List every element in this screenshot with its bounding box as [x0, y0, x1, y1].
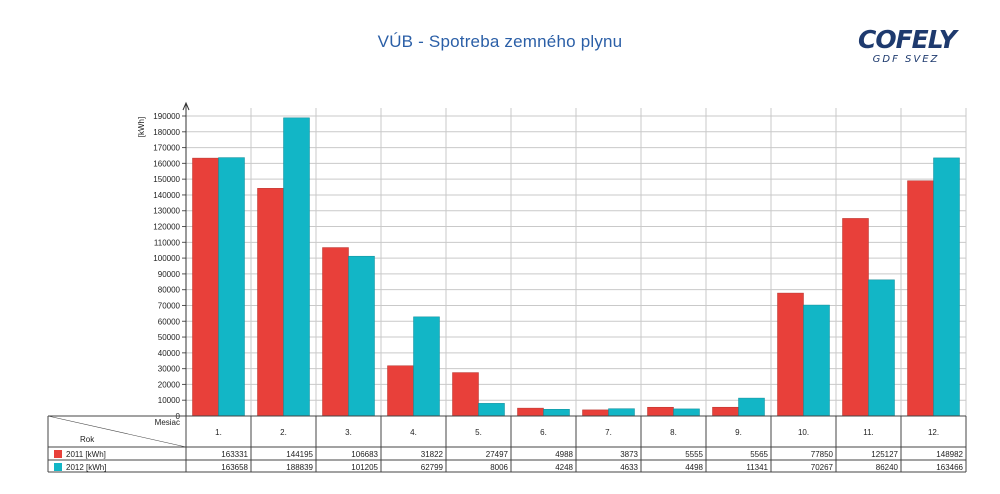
data-label: 86240	[876, 463, 899, 472]
category-label: 8.	[670, 428, 677, 437]
category-label: 7.	[605, 428, 612, 437]
y-tick-label: 70000	[158, 301, 181, 310]
y-tick-label: 40000	[158, 349, 181, 358]
y-tick-label: 140000	[153, 191, 180, 200]
bar-2012	[413, 316, 440, 417]
category-label: 4.	[410, 428, 417, 437]
bar-2011	[192, 157, 219, 417]
data-label: 5555	[685, 450, 703, 459]
data-label: 8006	[490, 463, 508, 472]
y-tick-label: 180000	[153, 128, 180, 137]
bar-2012	[608, 408, 635, 417]
category-label: 11.	[863, 428, 874, 437]
bar-2012	[543, 409, 570, 417]
bar-2011	[907, 180, 934, 417]
data-label: 101205	[351, 463, 378, 472]
y-tick-label: 90000	[158, 270, 181, 279]
bar-2012	[478, 403, 505, 417]
logo-tagline: GDF SVEZ	[872, 54, 940, 65]
category-label: 6.	[540, 428, 547, 437]
data-label: 148982	[936, 450, 963, 459]
legend-label-2011: 2011 [kWh]	[66, 450, 106, 459]
data-label: 4633	[620, 463, 638, 472]
y-tick-label: 30000	[158, 365, 181, 374]
y-tick-label: 190000	[153, 112, 180, 121]
bar-2012	[283, 117, 310, 417]
data-label: 4988	[555, 450, 573, 459]
y-tick-label: 150000	[153, 175, 180, 184]
bar-2012	[933, 157, 960, 417]
category-label: 12.	[928, 428, 939, 437]
y-tick-label: 10000	[158, 396, 181, 405]
bar-2012	[868, 279, 895, 417]
data-label: 31822	[421, 450, 444, 459]
data-label: 4498	[685, 463, 703, 472]
y-tick-label: 170000	[153, 144, 180, 153]
bar-2011	[712, 406, 739, 417]
category-label: 2.	[280, 428, 287, 437]
y-tick-label: 160000	[153, 159, 180, 168]
bar-2012	[738, 397, 765, 417]
data-label: 163658	[221, 463, 248, 472]
bar-2012	[673, 408, 700, 417]
y-tick-label: 60000	[158, 317, 181, 326]
data-label: 5565	[750, 450, 768, 459]
data-label: 163331	[221, 450, 248, 459]
data-label: 3873	[620, 450, 638, 459]
legend-swatch-2012	[54, 463, 62, 471]
bar-2011	[777, 292, 804, 417]
category-label: 1.	[215, 428, 222, 437]
data-label: 106683	[351, 450, 378, 459]
table-header-mesiac: Mesiac	[155, 418, 180, 427]
data-label: 163466	[936, 463, 963, 472]
y-axis-arrow	[182, 101, 190, 111]
bar-2011	[647, 406, 674, 417]
y-tick-label: 80000	[158, 286, 181, 295]
data-label: 4248	[555, 463, 573, 472]
table-header-diagonal	[47, 415, 187, 448]
page-title: VÚB - Spotreba zemného plynu	[377, 32, 623, 51]
data-label: 70267	[811, 463, 834, 472]
bar-2012	[348, 255, 375, 417]
data-label: 77850	[811, 450, 834, 459]
data-label: 62799	[421, 463, 444, 472]
category-label: 3.	[345, 428, 352, 437]
y-axis-label: [kWh]	[137, 117, 146, 137]
data-label: 188839	[286, 463, 313, 472]
category-label: 10.	[798, 428, 809, 437]
bar-2011	[842, 218, 869, 417]
y-tick-label: 120000	[153, 223, 180, 232]
bar-2011	[387, 365, 414, 417]
data-label: 144195	[286, 450, 313, 459]
bar-2011	[322, 247, 349, 417]
y-tick-label: 50000	[158, 333, 181, 342]
table-header-rok: Rok	[80, 435, 95, 444]
bar-2012	[803, 304, 830, 417]
y-tick-label: 110000	[154, 238, 181, 247]
y-tick-label: 100000	[153, 254, 180, 263]
y-tick-label: 130000	[153, 207, 180, 216]
data-label: 11341	[746, 463, 768, 472]
y-tick-label: 20000	[158, 380, 181, 389]
bar-2012	[218, 157, 245, 417]
bar-2011	[517, 407, 544, 417]
bar-2011	[582, 409, 609, 417]
logo-wordmark: COFELY	[858, 25, 957, 54]
bar-2011	[452, 372, 479, 417]
data-label: 125127	[871, 450, 898, 459]
category-label: 9.	[735, 428, 742, 437]
data-label: 27497	[486, 450, 509, 459]
category-label: 5.	[475, 428, 482, 437]
bar-2011	[257, 188, 284, 417]
legend-swatch-2011	[54, 450, 62, 458]
cofely-logo: COFELY GDF SVEZ	[858, 25, 957, 70]
legend-label-2012: 2012 [kWh]	[66, 463, 106, 472]
